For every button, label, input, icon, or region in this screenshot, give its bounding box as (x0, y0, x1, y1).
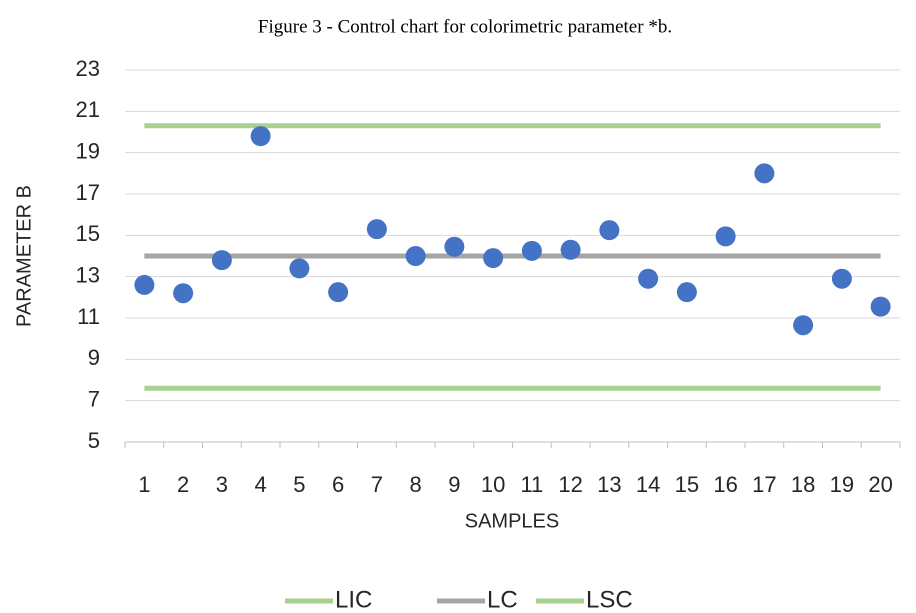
point (444, 236, 465, 257)
x-tick-label: 8 (410, 472, 422, 497)
x-tick-label: 18 (791, 472, 815, 497)
x-tick-label: 11 (520, 472, 543, 497)
point (676, 282, 697, 303)
point (754, 163, 775, 184)
x-tick-label: 13 (597, 472, 621, 497)
x-tick-label: 4 (255, 472, 267, 497)
y-tick-label: 21 (76, 97, 100, 122)
x-tick-label: 12 (558, 472, 582, 497)
x-tick-label: 7 (371, 472, 383, 497)
y-tick-label: 17 (76, 180, 100, 205)
y-tick-label: 13 (76, 262, 100, 287)
point (638, 268, 659, 289)
x-tick-label: 9 (448, 472, 460, 497)
x-tick-label: 20 (868, 472, 892, 497)
x-tick-label: 15 (675, 472, 699, 497)
x-axis-label: SAMPLES (465, 510, 559, 532)
x-tick-label: 1 (138, 472, 150, 497)
point (250, 126, 271, 147)
point (793, 315, 814, 336)
point (211, 250, 232, 271)
x-tick-label: 2 (177, 472, 189, 497)
point (715, 226, 736, 247)
chart-title: Figure 3 - Control chart for colorimetri… (258, 16, 672, 37)
point (134, 274, 155, 295)
x-tick-label: 5 (293, 472, 305, 497)
point (328, 282, 349, 303)
legend-label: LSC (586, 586, 633, 613)
point (173, 283, 194, 304)
y-tick-label: 19 (76, 138, 100, 163)
y-tick-label: 9 (88, 345, 100, 370)
x-tick-label: 19 (830, 472, 854, 497)
point (560, 239, 581, 260)
y-tick-label: 11 (77, 304, 100, 329)
point (870, 296, 891, 317)
legend-label: LIC (335, 586, 372, 613)
point (831, 268, 852, 289)
point (289, 258, 310, 279)
x-tick-label: 6 (332, 472, 344, 497)
x-tick-label: 3 (216, 472, 228, 497)
x-tick-label: 14 (636, 472, 660, 497)
point (483, 248, 504, 269)
x-tick-label: 16 (713, 472, 737, 497)
y-tick-label: 15 (76, 221, 100, 246)
y-tick-label: 7 (88, 386, 100, 411)
y-tick-label: 5 (88, 428, 100, 453)
y-tick-label: 23 (76, 56, 100, 81)
y-axis-label: PARAMETER B (13, 185, 35, 327)
point (521, 240, 542, 261)
legend-label: LC (487, 586, 518, 613)
point (599, 220, 620, 241)
point (405, 246, 426, 266)
x-tick-label: 17 (752, 472, 776, 497)
x-tick-label: 10 (481, 472, 505, 497)
point (366, 219, 387, 240)
